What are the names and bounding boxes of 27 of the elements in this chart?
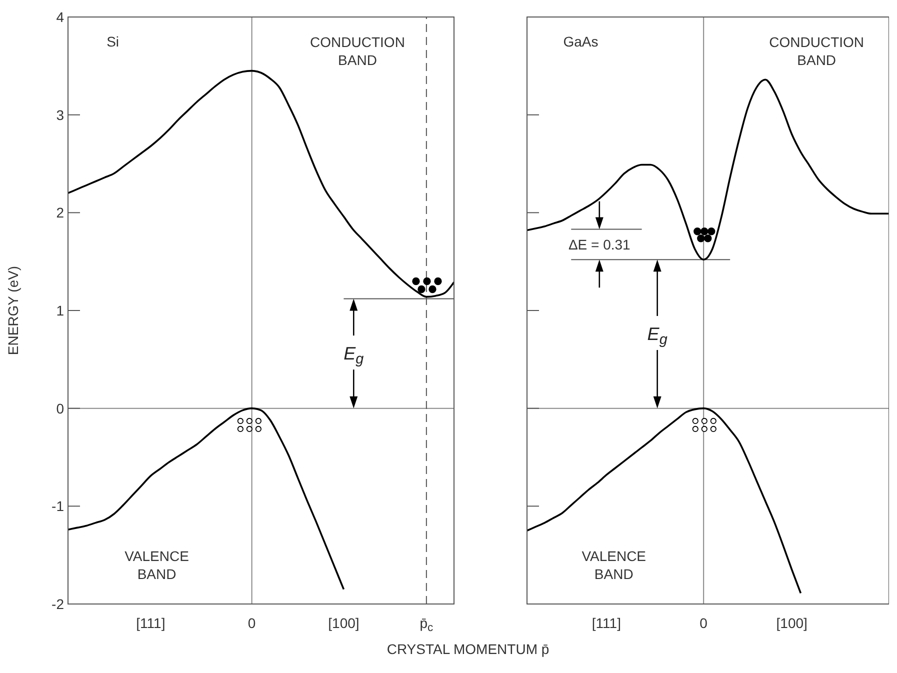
x-tick-label: [100] bbox=[776, 615, 808, 631]
y-tick-label: 2 bbox=[56, 204, 64, 221]
y-tick-label: -2 bbox=[52, 596, 64, 612]
annotation: E$_{g}$ bbox=[344, 344, 364, 368]
annotation: VALENCE BAND bbox=[124, 548, 189, 582]
y-tick-label: 4 bbox=[56, 8, 64, 25]
x-tick-label: p̄$_{c}$ bbox=[420, 615, 434, 634]
annotation: E$_{g}$ bbox=[647, 324, 668, 348]
y-tick-label: 1 bbox=[56, 302, 64, 318]
y-tick-label: 3 bbox=[56, 106, 64, 123]
text: GaAs bbox=[563, 33, 598, 50]
annotation: CONDUCTION BAND bbox=[769, 34, 864, 68]
y-axis-title: ENERGY (eV) bbox=[5, 266, 21, 356]
line-series bbox=[67, 407, 345, 590]
text: Si bbox=[106, 33, 120, 50]
y-tick-label: -1 bbox=[52, 498, 64, 514]
y-tick-label: 0 bbox=[56, 400, 64, 416]
annotation: VALENCE BAND bbox=[582, 548, 646, 582]
x-tick-label: 0 bbox=[700, 615, 708, 631]
line-series bbox=[67, 70, 455, 298]
x-axis-title: CRYSTAL MOMENTUM p̄ bbox=[386, 641, 550, 657]
x-tick-label: [111] bbox=[136, 615, 166, 631]
annotation: ΔE = 0.31 bbox=[568, 236, 631, 252]
x-tick-label: 0 bbox=[248, 615, 256, 631]
x-tick-label: [111] bbox=[592, 615, 621, 631]
annotation: CONDUCTION BAND bbox=[310, 34, 405, 68]
x-tick-label: [100] bbox=[328, 615, 360, 631]
